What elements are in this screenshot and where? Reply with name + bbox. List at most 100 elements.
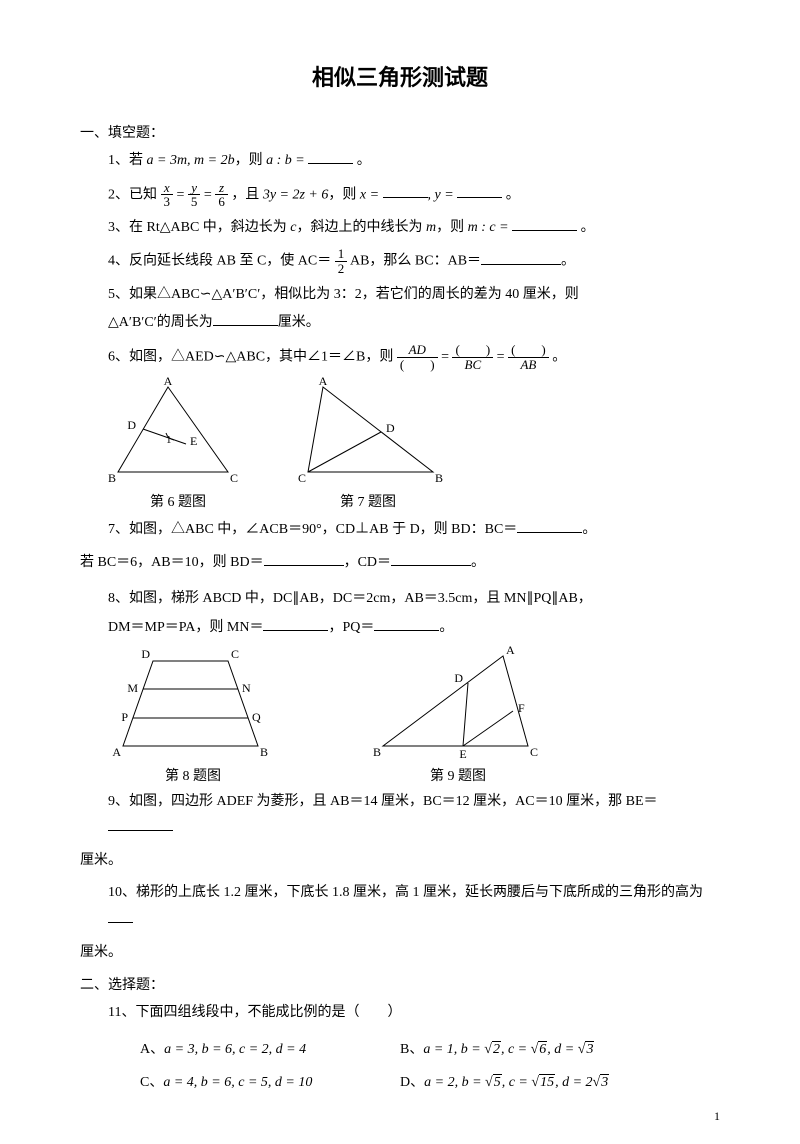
svg-text:A: A [319, 377, 328, 388]
svg-text:1: 1 [166, 434, 172, 446]
section-b-head: 二、选择题： [80, 974, 720, 994]
q7-blank2 [264, 551, 344, 566]
opt-c-tag: C、 [140, 1075, 163, 1090]
q2-f2n: y [188, 181, 201, 196]
q3-tail: 。 [577, 220, 595, 235]
question-10-line2: 厘米。 [80, 940, 720, 967]
q6-eq2: = [497, 349, 508, 364]
q1-expr2: a : b = [266, 153, 305, 168]
q2-tail: 。 [502, 187, 520, 202]
q1-num: 1、 [108, 153, 129, 168]
option-c: C、a = 4, b = 6, c = 5, d = 10 [140, 1066, 400, 1100]
question-11: 11、下面四组线段中，不能成比例的是（ ） [108, 1000, 720, 1027]
q3-b: ，斜边上的中线长为 [297, 220, 427, 235]
opt-d-p1: a = 2, b = [424, 1075, 485, 1090]
q9-num: 9、 [108, 794, 129, 809]
q5-tail: 厘米。 [278, 315, 320, 330]
q3-blank [512, 216, 577, 231]
q2-f1d: 3 [161, 195, 174, 209]
option-d: D、a = 2, b = 5, c = 15, d = 23 [400, 1066, 660, 1100]
figure-9-caption: 第 9 题图 [368, 765, 548, 785]
opt-d-p3: , d = 2 [555, 1075, 592, 1090]
q2-b: ，且 [231, 187, 263, 202]
opt-d-r1: 5 [493, 1074, 502, 1090]
q3-a: 在 Rt△ABC 中，斜边长为 [129, 220, 290, 235]
q2-x: x = [360, 187, 379, 202]
q2-f3d: 6 [215, 195, 228, 209]
figure-6-caption: 第 6 题图 [108, 491, 248, 511]
q4-b: AB，那么 BC：AB＝ [350, 254, 481, 269]
sqrt-icon: 6 [531, 1033, 548, 1067]
q8-l2b: ，PQ＝ [328, 620, 374, 635]
opt-b-p2: , c = [501, 1042, 531, 1057]
figure-row-8-9: D C A B M N P Q 第 8 题图 A B C D E F [108, 646, 720, 785]
q2-blank1 [383, 183, 428, 198]
question-6: 6、如图，△AED∽△ABC，其中∠1＝∠B，则 AD( ) = ( )BC =… [108, 343, 720, 371]
q3-m: m [426, 220, 436, 235]
q1-expr1: a = 3m, m = 2b [147, 153, 235, 168]
q6-f3n: ( ) [508, 343, 549, 358]
q2-blank2 [457, 183, 502, 198]
q9-a: 如图，四边形 ADEF 为菱形，且 AB＝14 厘米，BC＝12 厘米，AC＝1… [129, 794, 658, 809]
svg-text:B: B [435, 471, 443, 485]
svg-text:B: B [108, 471, 116, 485]
q6-eq1: = [441, 349, 452, 364]
q11-a: 下面四组线段中，不能成比例的是（ ） [135, 1005, 401, 1020]
section-a-head: 一、填空题： [80, 122, 720, 142]
option-b: B、a = 1, b = 2, c = 6, d = 3 [400, 1033, 660, 1067]
q4-num: 4、 [108, 254, 129, 269]
q8-num: 8、 [108, 591, 129, 606]
svg-text:N: N [242, 681, 251, 695]
q4-blank [481, 250, 561, 265]
figure-8-caption: 第 8 题图 [108, 765, 278, 785]
q2-c: ，则 [328, 187, 360, 202]
q3-c2: ，则 [436, 220, 468, 235]
svg-text:A: A [506, 646, 515, 657]
svg-text:C: C [231, 647, 239, 661]
q10-l2: 厘米。 [80, 945, 122, 960]
q4-tail: 。 [561, 254, 575, 269]
sqrt-icon: 5 [485, 1066, 502, 1100]
q5-a: 如果△ABC∽△A′B′C′，相似比为 3：2，若它们的周长的差为 40 厘米，… [129, 287, 579, 302]
question-10: 10、梯形的上底长 1.2 厘米，下底长 1.8 厘米，高 1 厘米，延长两腰后… [108, 880, 720, 933]
opt-c-txt: a = 4, b = 6, c = 5, d = 10 [163, 1075, 312, 1090]
q6-f1n: AD [397, 343, 438, 358]
q6-f2n: ( ) [452, 343, 493, 358]
question-7-line2: 若 BC＝6，AB＝10，则 BD＝，CD＝。 [80, 550, 720, 577]
q7-tail: 。 [582, 522, 596, 537]
q1-b: ，则 [235, 153, 267, 168]
opt-b-tag: B、 [400, 1042, 423, 1057]
q5-blank [213, 311, 278, 326]
opt-b-r3: 3 [585, 1041, 594, 1057]
question-2: 2、已知 x3 = y5 = z6 ，且 3y = 2z + 6，则 x = ,… [108, 181, 720, 209]
svg-text:C: C [298, 471, 306, 485]
q6-f3d: AB [508, 358, 549, 372]
q3-num: 3、 [108, 220, 129, 235]
q2-num: 2、 [108, 187, 129, 202]
q1-tail: 。 [353, 153, 371, 168]
q7-l2tail: 。 [471, 555, 485, 570]
q4-a: 反向延长线段 AB 至 C，使 AC＝ [129, 254, 331, 269]
question-5: 5、如果△ABC∽△A′B′C′，相似比为 3：2，若它们的周长的差为 40 厘… [108, 282, 720, 309]
q6-f1d: ( ) [397, 358, 438, 372]
opt-d-r3: 3 [600, 1074, 609, 1090]
opt-b-p1: a = 1, b = [423, 1042, 484, 1057]
q2-f3n: z [215, 181, 228, 196]
q2-frac2: y5 [188, 181, 201, 209]
sqrt-icon: 2 [484, 1033, 501, 1067]
q10-a: 梯形的上底长 1.2 厘米，下底长 1.8 厘米，高 1 厘米，延长两腰后与下底… [136, 885, 703, 900]
q6-f2d: BC [452, 358, 493, 372]
page-title: 相似三角形测试题 [80, 60, 720, 92]
opt-b-r1: 2 [492, 1041, 501, 1057]
option-a: A、a = 3, b = 6, c = 2, d = 4 [140, 1033, 400, 1067]
opt-d-p2: , c = [502, 1075, 532, 1090]
figure-7-caption: 第 7 题图 [288, 491, 448, 511]
figure-6: A B C D E 1 第 6 题图 [108, 377, 248, 511]
question-5-line2: △A′B′C′的周长为厘米。 [108, 310, 720, 337]
svg-text:B: B [260, 745, 268, 759]
svg-text:C: C [530, 745, 538, 759]
q9-blank [108, 816, 173, 831]
svg-text:E: E [190, 434, 197, 448]
q6-num: 6、 [108, 349, 129, 364]
sqrt-icon: 15 [531, 1066, 555, 1100]
